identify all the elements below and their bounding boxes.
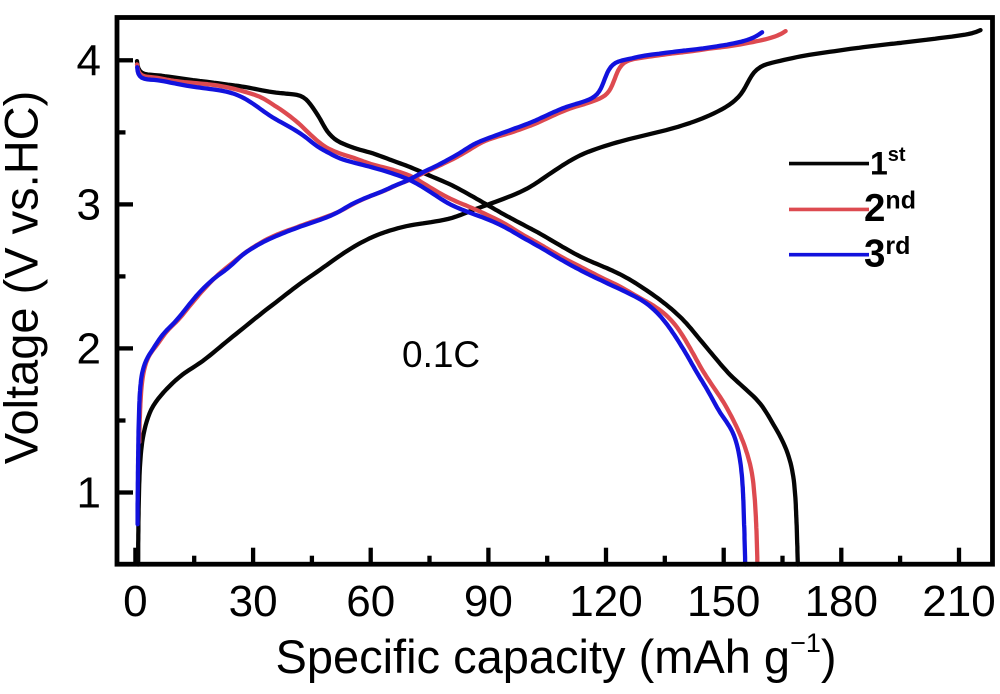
svg-text:Specific capacity (mAh g−1): Specific capacity (mAh g−1) — [275, 628, 836, 683]
svg-text:0.1C: 0.1C — [402, 334, 480, 375]
svg-text:0: 0 — [123, 577, 147, 626]
svg-text:210: 210 — [922, 577, 995, 626]
svg-text:1: 1 — [77, 469, 101, 518]
svg-text:90: 90 — [464, 577, 513, 626]
svg-text:30: 30 — [229, 577, 278, 626]
svg-text:120: 120 — [569, 577, 642, 626]
svg-text:Voltage (V vs.HC): Voltage (V vs.HC) — [0, 91, 48, 465]
svg-text:150: 150 — [687, 577, 760, 626]
svg-text:3: 3 — [77, 180, 101, 229]
svg-text:60: 60 — [346, 577, 395, 626]
svg-text:180: 180 — [805, 577, 878, 626]
svg-text:2: 2 — [77, 324, 101, 373]
svg-text:4: 4 — [77, 36, 101, 85]
